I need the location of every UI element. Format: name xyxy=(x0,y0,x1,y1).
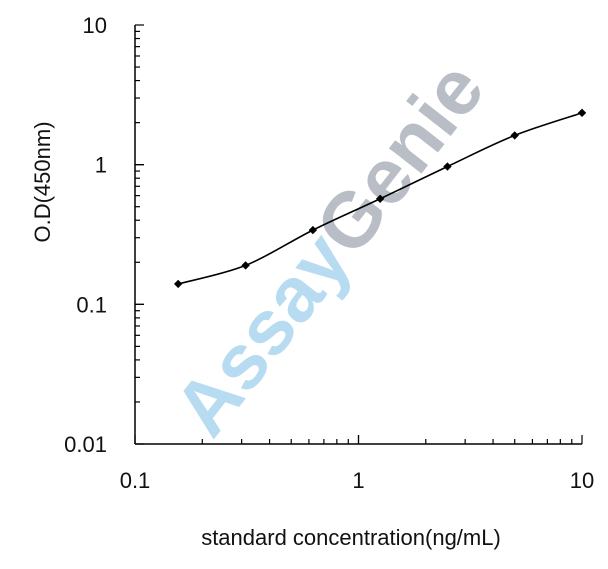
data-point xyxy=(375,194,385,203)
data-point xyxy=(173,279,183,289)
x-axis-title: standard concentration(ng/mL) xyxy=(201,525,501,550)
y-tick-label: 0.01 xyxy=(64,432,107,457)
x-tick-label: 10 xyxy=(570,468,594,493)
data-point xyxy=(241,261,250,270)
axis-ticks xyxy=(134,24,583,445)
y-tick-label: 10 xyxy=(83,13,107,38)
data-point xyxy=(308,225,318,235)
y-axis-title: O.D(450nm) xyxy=(30,121,55,242)
x-tick-label: 1 xyxy=(352,468,364,493)
data-points xyxy=(173,108,587,289)
watermark-assay-text: Assay xyxy=(157,216,368,451)
watermark-genie-text: Genie xyxy=(298,45,501,270)
y-tick-label: 1 xyxy=(95,153,107,178)
tick-labels: 0.1 1 10 0.01 0.1 1 10 xyxy=(64,13,594,493)
y-tick-label: 0.1 xyxy=(76,292,107,317)
svg-text:AssayGenie: AssayGenie xyxy=(157,45,501,451)
data-point xyxy=(443,162,452,171)
data-point xyxy=(510,131,519,140)
watermark-logo: AssayGenie xyxy=(157,45,501,451)
x-tick-label: 0.1 xyxy=(120,468,151,493)
data-point xyxy=(577,108,587,118)
